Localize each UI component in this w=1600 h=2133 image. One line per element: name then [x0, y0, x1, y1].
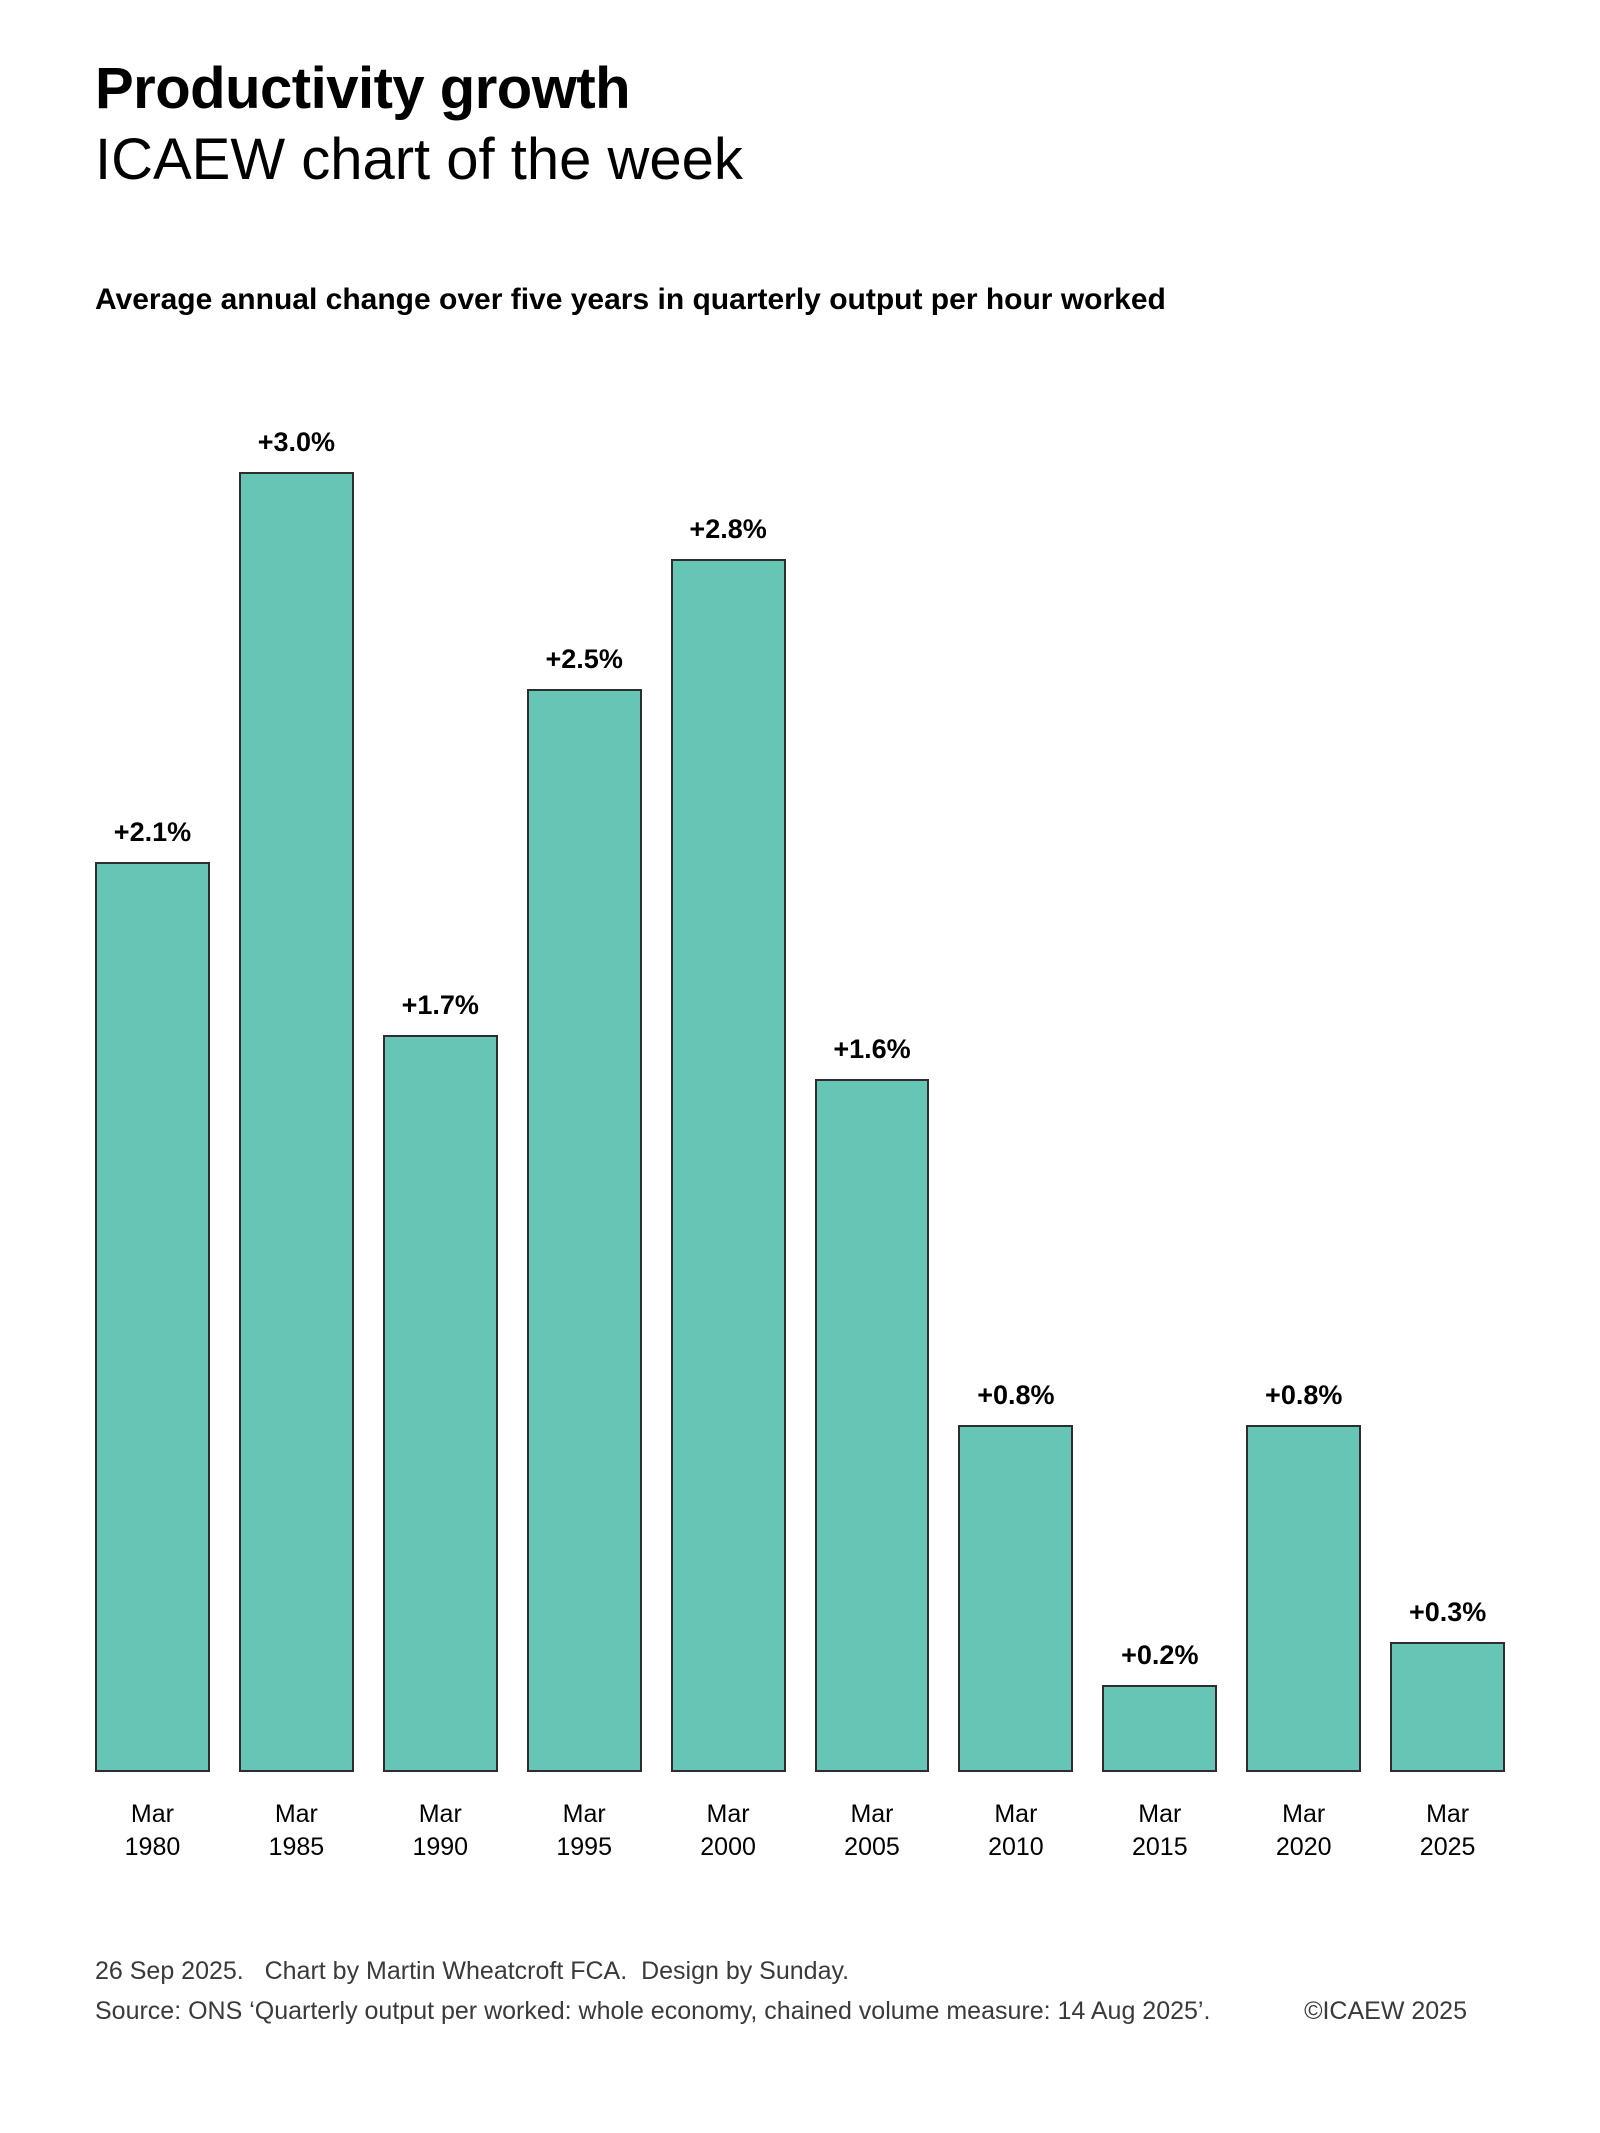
- bars-row: +2.1% +3.0% +1.7% +2.5% +2.8% +1.6% +0.8% +0.2%…: [95, 412, 1506, 1773]
- bar-column: +0.3%: [1390, 412, 1506, 1773]
- bar-column: +0.2%: [1102, 412, 1218, 1773]
- footer-source-row: Source: ONS ‘Quarterly output per worked…: [95, 1991, 1505, 2031]
- bar-value-label: +1.7%: [401, 990, 479, 1021]
- bar: [1102, 1685, 1218, 1773]
- bar-value-label: +0.8%: [1265, 1380, 1343, 1411]
- page-title-secondary: ICAEW chart of the week: [95, 126, 743, 192]
- bar: [1390, 1642, 1506, 1773]
- bar-column: +0.8%: [958, 412, 1074, 1773]
- bar-value-label: +2.1%: [113, 817, 192, 848]
- x-axis-labels: Mar 1980 Mar 1985 Mar 1990 Mar 1995 Mar 2000…: [95, 1798, 1505, 1863]
- x-axis-label: Mar 1985: [268, 1800, 325, 1861]
- bar: [238, 472, 354, 1773]
- x-axis-label: Mar 2015: [1131, 1800, 1188, 1861]
- bar-column: +2.5%: [526, 412, 642, 1773]
- bar-column: +3.0%: [238, 412, 354, 1773]
- footer-credits: 26 Sep 2025. Chart by Martin Wheatcroft …: [95, 1957, 850, 1986]
- header: Productivity growth ICAEW chart of the w…: [95, 56, 1505, 317]
- bar: [814, 1079, 930, 1773]
- bar-value-label: +0.3%: [1408, 1597, 1487, 1628]
- bar: [670, 559, 786, 1773]
- x-axis-label: Mar 2005: [844, 1800, 900, 1861]
- bar-value-label: +2.8%: [689, 514, 767, 545]
- bar-column: +1.7%: [382, 412, 498, 1773]
- bar-value-label: +0.2%: [1121, 1640, 1199, 1671]
- x-axis-label: Mar 2010: [988, 1800, 1044, 1861]
- x-axis-label: Mar 2020: [1275, 1800, 1332, 1861]
- bar-value-label: +3.0%: [257, 427, 336, 458]
- chart-subtitle: Average annual change over five years in…: [95, 283, 1166, 317]
- bar-column: +2.8%: [670, 412, 786, 1773]
- bar: [95, 862, 210, 1773]
- x-axis-label: Mar 1990: [412, 1800, 469, 1861]
- bar-value-label: +2.5%: [545, 644, 623, 675]
- bar: [958, 1425, 1074, 1773]
- bar-column: +2.1%: [95, 412, 210, 1773]
- bar: [382, 1035, 498, 1773]
- bar: [1246, 1425, 1362, 1773]
- bar-column: +0.8%: [1246, 412, 1362, 1773]
- footer: 26 Sep 2025. Chart by Martin Wheatcroft …: [95, 1951, 1505, 2031]
- bar-chart: +2.1% +3.0% +1.7% +2.5% +2.8% +1.6% +0.8% +0.2%…: [95, 412, 1506, 1863]
- page-title: Productivity growth: [95, 56, 631, 121]
- x-axis-label: Mar 1995: [556, 1800, 612, 1861]
- footer-copyright: ©ICAEW 2025: [1304, 1997, 1467, 2026]
- x-axis-label: Mar 1980: [124, 1800, 181, 1861]
- bar-column: +1.6%: [814, 412, 930, 1773]
- footer-source: Source: ONS ‘Quarterly output per worked…: [95, 1997, 1211, 2026]
- x-axis-label: Mar 2000: [700, 1800, 756, 1861]
- x-axis-label: Mar 2025: [1419, 1800, 1476, 1861]
- bar-value-label: +1.6%: [833, 1034, 911, 1065]
- bar-value-label: +0.8%: [977, 1380, 1055, 1411]
- bar: [526, 689, 642, 1773]
